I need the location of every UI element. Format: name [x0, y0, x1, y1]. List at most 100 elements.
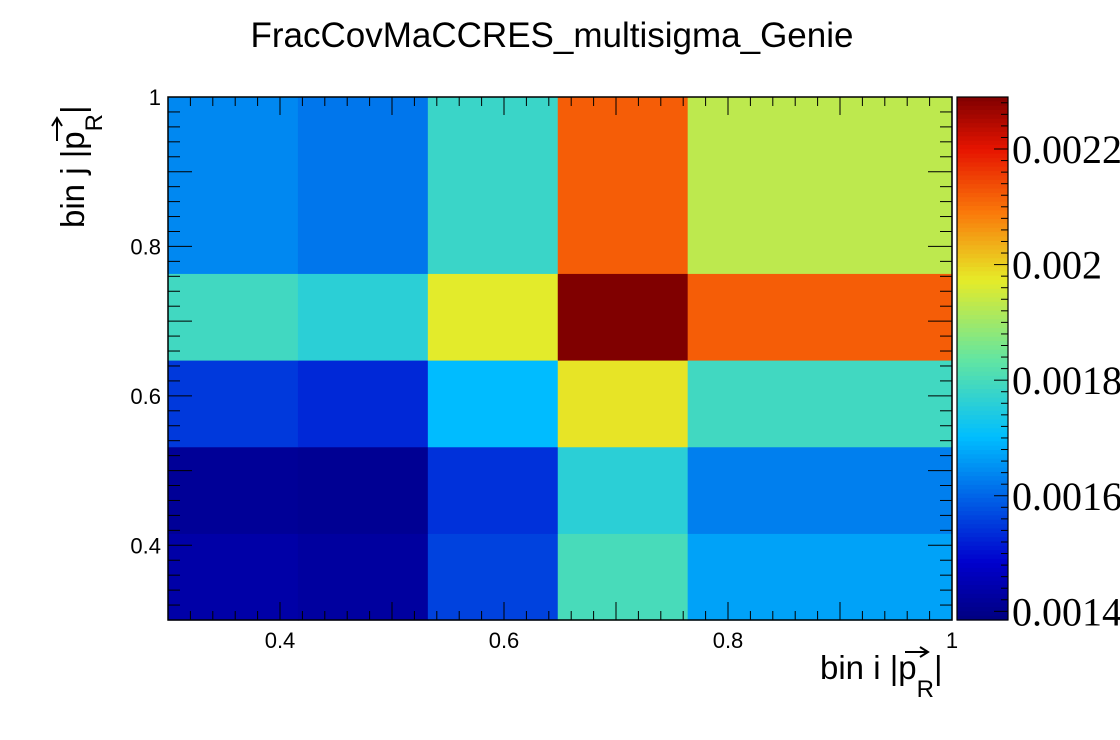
colorbar-band: [957, 467, 1008, 473]
colorbar-band: [957, 345, 1008, 351]
colorbar-band: [957, 541, 1008, 547]
y-axis-vector-arrow: [51, 116, 63, 141]
heatmap-cell: [557, 273, 689, 361]
heatmap-cell: [687, 533, 953, 621]
y-tick-label: 0.4: [130, 533, 161, 558]
colorbar-band: [957, 432, 1008, 438]
colorbar-band: [957, 144, 1008, 150]
colorbar-band: [957, 306, 1008, 312]
colorbar-band: [957, 105, 1008, 111]
colorbar-band: [957, 336, 1008, 342]
x-axis-label-suffix: |: [934, 649, 943, 686]
heatmap-cells: [168, 97, 953, 621]
heatmap-cell: [557, 446, 689, 534]
colorbar-tick-label: 0.0014: [1012, 589, 1120, 634]
colorbar-band: [957, 580, 1008, 586]
colorbar-band: [957, 114, 1008, 120]
colorbar-band: [957, 323, 1008, 329]
colorbar-band: [957, 245, 1008, 251]
y-axis-ticks: 0.4 0.6 0.8 1: [130, 85, 952, 621]
colorbar-band: [957, 110, 1008, 116]
heatmap-cell: [297, 533, 429, 621]
colorbar-band: [957, 327, 1008, 333]
heatmap-cell: [427, 273, 559, 361]
colorbar-band: [957, 402, 1008, 408]
colorbar-band: [957, 545, 1008, 551]
colorbar-band: [957, 585, 1008, 591]
colorbar-band: [957, 576, 1008, 582]
svg-text:bin i |pR|: bin i |pR|: [820, 649, 943, 703]
colorbar-band: [957, 158, 1008, 163]
y-axis-label-prefix: bin j |: [54, 150, 91, 228]
colorbar-band: [957, 528, 1008, 534]
heatmap-cell: [427, 359, 559, 448]
colorbar-band: [957, 554, 1008, 560]
colorbar-band: [957, 240, 1008, 246]
colorbar-band: [957, 558, 1008, 564]
colorbar-band: [957, 249, 1008, 255]
colorbar-band: [957, 236, 1008, 242]
colorbar-band: [957, 428, 1008, 434]
colorbar-band: [957, 188, 1008, 194]
colorbar-band: [957, 550, 1008, 556]
colorbar-band: [957, 480, 1008, 486]
colorbar-band: [957, 184, 1008, 190]
heatmap-cell: [687, 97, 953, 274]
colorbar-band: [957, 97, 1008, 102]
colorbar-tick-label: 0.0022: [1012, 127, 1120, 172]
colorbar-band: [957, 341, 1008, 347]
colorbar-band: [957, 314, 1008, 320]
y-axis-label: bin j |pR|: [51, 105, 108, 228]
colorbar-band: [957, 532, 1008, 538]
colorbar-band: [957, 471, 1008, 477]
colorbar-band: [957, 419, 1008, 425]
colorbar-band: [957, 484, 1008, 490]
colorbar-band: [957, 602, 1008, 608]
x-axis-label-prefix: bin i |: [820, 649, 898, 686]
colorbar-band: [957, 606, 1008, 612]
colorbar-band: [957, 219, 1008, 224]
colorbar-ticks: 0.0014 0.0016 0.0018 0.002 0.0022: [994, 102, 1120, 634]
colorbar-band: [957, 253, 1008, 259]
x-axis-vector-arrow: [905, 646, 930, 658]
colorbar-band: [957, 310, 1008, 316]
heatmap-cell: [168, 273, 299, 361]
colorbar-band: [957, 537, 1008, 543]
colorbar-band: [957, 223, 1008, 229]
colorbar-band: [957, 436, 1008, 442]
colorbar-band: [957, 389, 1008, 394]
colorbar-band: [957, 441, 1008, 447]
colorbar-band: [957, 179, 1008, 185]
colorbar-band: [957, 136, 1008, 142]
y-tick-label: 1: [149, 85, 161, 110]
colorbar-tick-label: 0.002: [1012, 243, 1102, 288]
colorbar-band: [957, 397, 1008, 403]
heatmap-cell: [297, 273, 429, 361]
colorbar-band: [957, 301, 1008, 307]
colorbar-band: [957, 384, 1008, 390]
colorbar-band: [957, 205, 1008, 211]
colorbar-band: [957, 362, 1008, 368]
colorbar-band: [957, 371, 1008, 377]
x-axis-ticks: 0.4 0.6 0.8 1: [167, 97, 958, 653]
colorbar-band: [957, 232, 1008, 238]
colorbar-band: [957, 502, 1008, 508]
y-axis-label-suffix: |: [54, 105, 91, 114]
plot-border: [167, 96, 953, 621]
colorbar-tick-label: 0.0016: [1012, 474, 1120, 519]
heatmap-cell: [687, 273, 953, 361]
heatmap-cell: [687, 359, 953, 448]
colorbar-band: [957, 454, 1008, 460]
colorbar: [956, 96, 1009, 621]
colorbar-band: [957, 589, 1008, 595]
colorbar-band: [957, 367, 1008, 373]
y-axis-label-vector: p: [54, 131, 91, 149]
colorbar-band: [957, 476, 1008, 482]
colorbar-band: [957, 118, 1008, 124]
heatmap-cell: [557, 533, 689, 621]
x-axis-label: bin i |pR|: [820, 646, 943, 703]
colorbar-band: [957, 493, 1008, 499]
colorbar-band: [957, 192, 1008, 198]
colorbar-band: [957, 497, 1008, 503]
heatmap-cell: [427, 97, 559, 274]
